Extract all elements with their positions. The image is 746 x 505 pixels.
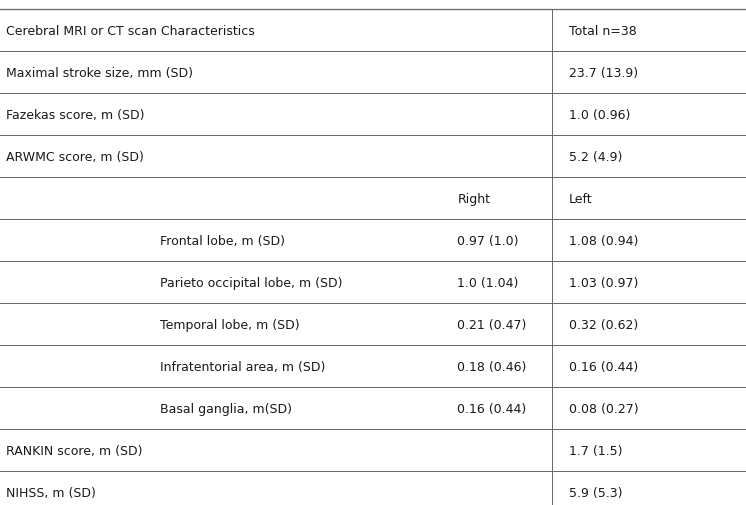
Text: 0.32 (0.62): 0.32 (0.62)	[569, 318, 639, 331]
Text: 0.18 (0.46): 0.18 (0.46)	[457, 360, 527, 373]
Text: Left: Left	[569, 192, 593, 205]
Text: 1.0 (0.96): 1.0 (0.96)	[569, 109, 630, 121]
Text: NIHSS, m (SD): NIHSS, m (SD)	[6, 486, 95, 498]
Text: Temporal lobe, m (SD): Temporal lobe, m (SD)	[160, 318, 300, 331]
Text: 0.97 (1.0): 0.97 (1.0)	[457, 234, 518, 247]
Text: 0.16 (0.44): 0.16 (0.44)	[457, 402, 527, 415]
Text: 1.03 (0.97): 1.03 (0.97)	[569, 276, 639, 289]
Text: Right: Right	[457, 192, 490, 205]
Text: Total n=38: Total n=38	[569, 25, 637, 37]
Text: Maximal stroke size, mm (SD): Maximal stroke size, mm (SD)	[6, 67, 193, 79]
Text: Basal ganglia, m(SD): Basal ganglia, m(SD)	[160, 402, 292, 415]
Text: 5.9 (5.3): 5.9 (5.3)	[569, 486, 623, 498]
Text: ARWMC score, m (SD): ARWMC score, m (SD)	[6, 150, 144, 163]
Text: 0.21 (0.47): 0.21 (0.47)	[457, 318, 527, 331]
Text: 23.7 (13.9): 23.7 (13.9)	[569, 67, 639, 79]
Text: Parieto occipital lobe, m (SD): Parieto occipital lobe, m (SD)	[160, 276, 343, 289]
Text: Frontal lobe, m (SD): Frontal lobe, m (SD)	[160, 234, 286, 247]
Text: RANKIN score, m (SD): RANKIN score, m (SD)	[6, 444, 142, 457]
Text: Fazekas score, m (SD): Fazekas score, m (SD)	[6, 109, 145, 121]
Text: 5.2 (4.9): 5.2 (4.9)	[569, 150, 623, 163]
Text: 1.0 (1.04): 1.0 (1.04)	[457, 276, 518, 289]
Text: 0.08 (0.27): 0.08 (0.27)	[569, 402, 639, 415]
Text: 1.7 (1.5): 1.7 (1.5)	[569, 444, 623, 457]
Text: 1.08 (0.94): 1.08 (0.94)	[569, 234, 639, 247]
Text: Infratentorial area, m (SD): Infratentorial area, m (SD)	[160, 360, 326, 373]
Text: 0.16 (0.44): 0.16 (0.44)	[569, 360, 639, 373]
Text: Cerebral MRI or CT scan Characteristics: Cerebral MRI or CT scan Characteristics	[6, 25, 254, 37]
